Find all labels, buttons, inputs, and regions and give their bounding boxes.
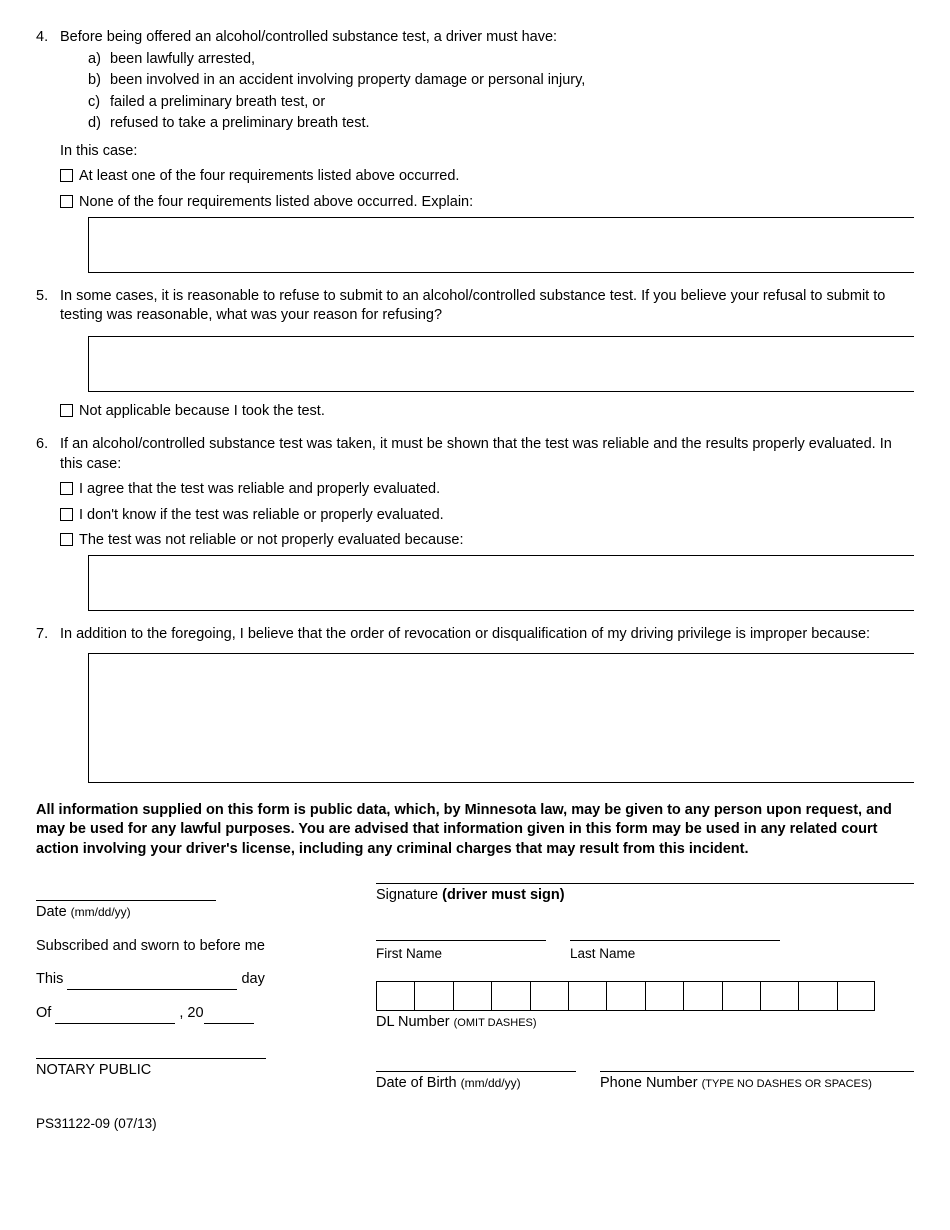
q4-lead: Before being offered an alcohol/controll…	[60, 28, 914, 48]
q4-number: 4.	[36, 28, 60, 273]
q4-in-this-case: In this case:	[60, 142, 914, 162]
phone-label: Phone Number	[600, 1075, 702, 1091]
q4-cb1-label: At least one of the four requirements li…	[79, 167, 459, 187]
signature-label: Signature	[376, 887, 442, 903]
q4-checkbox-at-least-one[interactable]	[60, 169, 73, 182]
dl-number-boxes[interactable]	[376, 981, 914, 1011]
first-name-line[interactable]	[376, 940, 546, 941]
signature-must-sign: (driver must sign)	[442, 887, 564, 903]
date-field[interactable]	[36, 883, 216, 901]
question-6: 6. If an alcohol/controlled substance te…	[36, 435, 914, 611]
last-name-label: Last Name	[570, 943, 780, 963]
form-id: PS31122-09 (07/13)	[36, 1115, 914, 1133]
notary-label: NOTARY PUBLIC	[36, 1061, 356, 1081]
q4-a: been lawfully arrested,	[110, 50, 255, 70]
q4-b: been involved in an accident involving p…	[110, 71, 585, 91]
q5-text: In some cases, it is reasonable to refus…	[60, 287, 914, 326]
of-month-field[interactable]	[55, 1023, 175, 1024]
public-data-notice: All information supplied on this form is…	[36, 801, 914, 860]
q7-number: 7.	[36, 625, 60, 783]
dl-note: (OMIT DASHES)	[454, 1017, 537, 1029]
question-4: 4. Before being offered an alcohol/contr…	[36, 28, 914, 273]
question-7: 7. In addition to the foregoing, I belie…	[36, 625, 914, 783]
q6-checkbox-agree[interactable]	[60, 482, 73, 495]
q6-number: 6.	[36, 435, 60, 611]
q6-checkbox-not-reliable[interactable]	[60, 533, 73, 546]
this-day-field[interactable]	[67, 989, 237, 990]
day-label: day	[241, 971, 264, 987]
q4-checkbox-none[interactable]	[60, 195, 73, 208]
q5-reason-textbox[interactable]	[88, 336, 914, 392]
phone-note: (TYPE NO DASHES OR SPACES)	[702, 1078, 872, 1090]
q6-text: If an alcohol/controlled substance test …	[60, 435, 914, 474]
notary-signature-line[interactable]	[36, 1058, 266, 1059]
q6-cb1-label: I agree that the test was reliable and p…	[79, 480, 440, 500]
last-name-line[interactable]	[570, 940, 780, 941]
q4-cb2-label: None of the four requirements listed abo…	[79, 193, 473, 213]
sworn-text: Subscribed and sworn to before me	[36, 937, 356, 957]
q7-text: In addition to the foregoing, I believe …	[60, 625, 914, 645]
signature-section: Date (mm/dd/yy) Subscribed and sworn to …	[36, 883, 914, 1093]
signature-line[interactable]	[376, 883, 914, 884]
year-field[interactable]	[204, 1023, 254, 1024]
q7-textbox[interactable]	[88, 653, 914, 783]
q5-cb1-label: Not applicable because I took the test.	[79, 402, 325, 422]
dl-label: DL Number	[376, 1014, 454, 1030]
dob-line[interactable]	[376, 1071, 576, 1072]
dob-format: (mm/dd/yy)	[461, 1076, 521, 1090]
date-format: (mm/dd/yy)	[71, 905, 131, 919]
question-5: 5. In some cases, it is reasonable to re…	[36, 287, 914, 422]
twenty-label: , 20	[179, 1005, 203, 1021]
q5-checkbox-na[interactable]	[60, 404, 73, 417]
first-name-label: First Name	[376, 943, 546, 963]
phone-line[interactable]	[600, 1071, 914, 1072]
q6-checkbox-dont-know[interactable]	[60, 508, 73, 521]
q4-c: failed a preliminary breath test, or	[110, 93, 325, 113]
dob-label: Date of Birth	[376, 1075, 461, 1091]
q4-d: refused to take a preliminary breath tes…	[110, 114, 370, 134]
q5-number: 5.	[36, 287, 60, 422]
this-label: This	[36, 971, 63, 987]
q6-because-textbox[interactable]	[88, 555, 914, 611]
q6-cb3-label: The test was not reliable or not properl…	[79, 531, 463, 551]
of-label: Of	[36, 1005, 51, 1021]
q4-explain-textbox[interactable]	[88, 217, 914, 273]
date-label: Date	[36, 904, 71, 920]
q6-cb2-label: I don't know if the test was reliable or…	[79, 506, 444, 526]
